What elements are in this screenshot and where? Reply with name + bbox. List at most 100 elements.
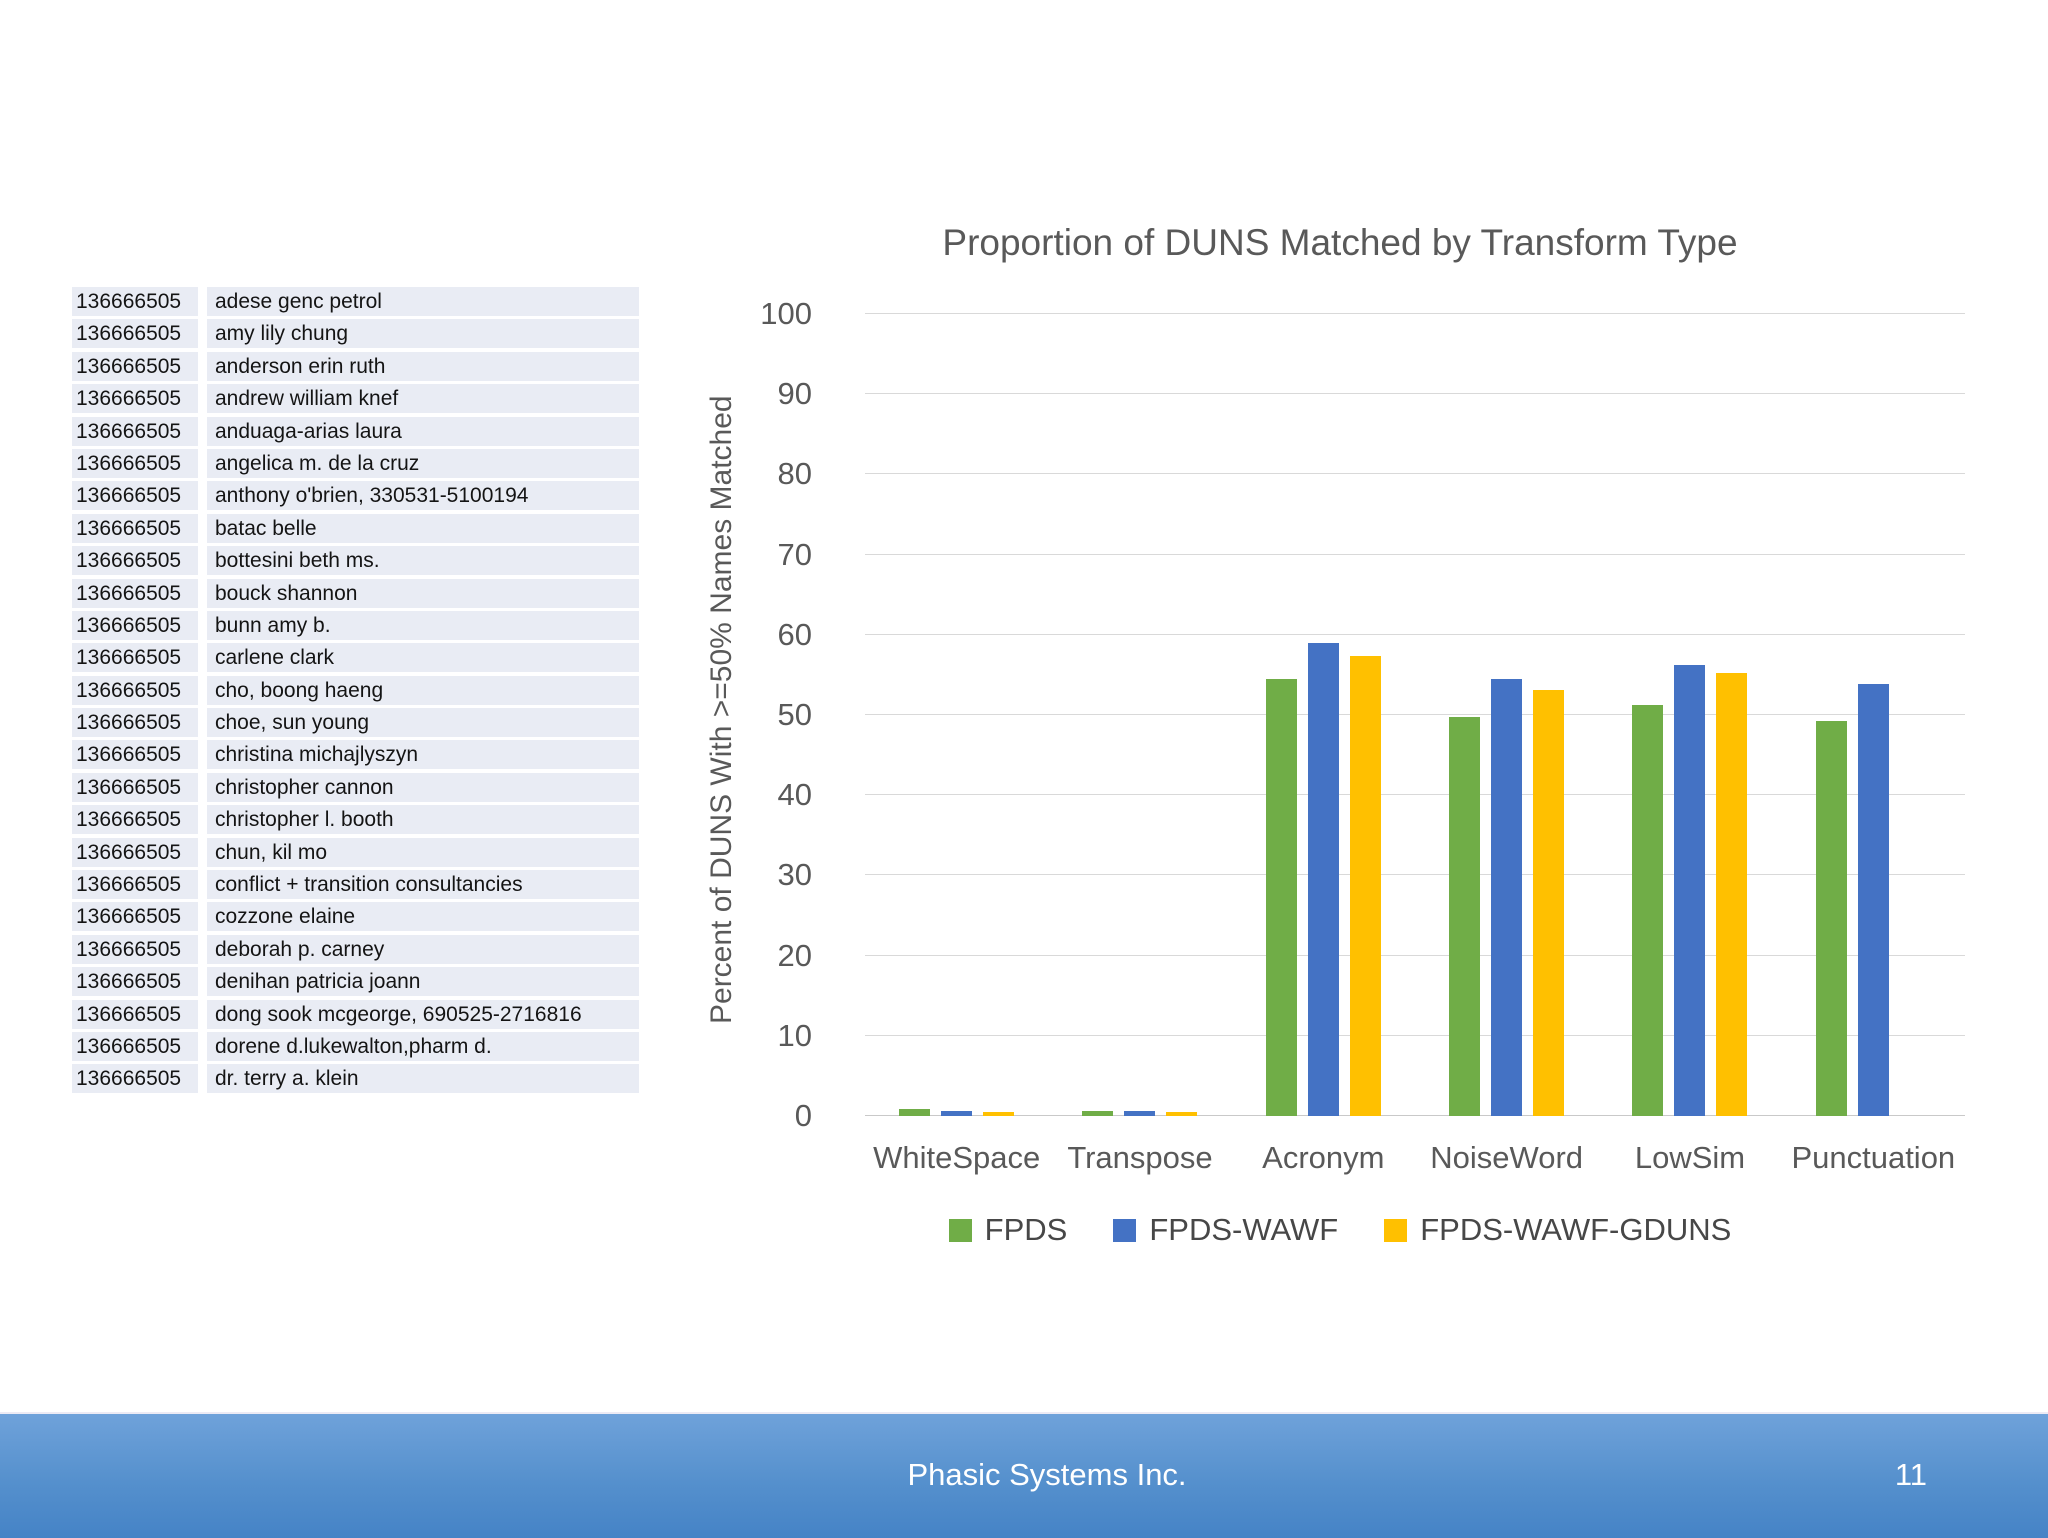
bar-group-lowsim [1598,314,1781,1116]
name-cell: bottesini beth ms. [207,546,639,576]
legend-label: FPDS-WAWF [1149,1212,1339,1247]
name-cell: deborah p. carney [207,934,639,964]
bar-group-transpose [1048,314,1231,1116]
gridline [865,553,1965,555]
duns-cell: 136666505 [72,351,198,381]
y-axis-labels: 0 10 20 30 40 50 60 70 80 90 100 [700,296,830,1133]
duns-cell: 136666505 [72,448,198,478]
gridline [865,1034,1965,1036]
duns-cell: 136666505 [72,384,198,414]
footer-bar: Phasic Systems Inc. 11 [0,1412,2048,1538]
table-row: 136666505 denihan patricia joann [72,967,639,997]
duns-cell: 136666505 [72,999,198,1029]
duns-cell: 136666505 [72,578,198,608]
legend-item-fpds: FPDS [948,1212,1068,1248]
bar-fpds-wawf-noiseword [1491,678,1523,1116]
name-cell: anderson erin ruth [207,351,639,381]
bar-fpds-wawf-gduns-acronym [1349,655,1381,1116]
bar-fpds-punctuation [1815,720,1847,1116]
duns-cell: 136666505 [72,287,198,316]
gridline [865,954,1965,956]
gridline [865,1115,1965,1116]
duns-cell: 136666505 [72,1064,198,1094]
name-cell: dorene d.lukewalton,pharm d. [207,1031,639,1061]
table-row: 136666505 amy lily chung [72,319,639,349]
y-tick-label: 100 [760,296,812,331]
table-row: 136666505 choe, sun young [72,708,639,738]
gridline [865,794,1965,796]
y-tick-label: 20 [777,937,812,973]
footer-page-number: 11 [1894,1457,1927,1492]
legend-swatch [948,1218,972,1242]
duns-cell: 136666505 [72,837,198,867]
table-row: 136666505 dorene d.lukewalton,pharm d. [72,1031,639,1061]
bar-fpds-wawf-gduns-lowsim [1716,672,1748,1116]
y-tick-label: 80 [777,456,812,492]
table-row: 136666505 anthony o'brien, 330531-5100194 [72,481,639,511]
legend-item-fpds-wawf: FPDS-WAWF [1113,1212,1338,1248]
x-tick-label: NoiseWord [1430,1140,1584,1175]
gridline [865,393,1965,395]
table-row: 136666505 angelica m. de la cruz [72,448,639,478]
duns-cell: 136666505 [72,772,198,802]
table-row: 136666505 bouck shannon [72,578,639,608]
x-tick-label: Transpose [1067,1140,1213,1175]
table-row: 136666505 chun, kil mo [72,837,639,867]
gridline [865,633,1965,635]
duns-cell: 136666505 [72,513,198,543]
bar-fpds-wawf-acronym [1307,642,1339,1116]
name-cell: angelica m. de la cruz [207,448,639,478]
gridline [865,313,1965,314]
table-row: 136666505 andrew william knef [72,384,639,414]
duns-table: 136666505 adese genc petrol 136666505 amy l… [72,287,639,1097]
bar-fpds-acronym [1265,678,1297,1116]
name-cell: christopher l. booth [207,805,639,835]
y-tick-label: 90 [777,376,812,412]
chart-legend: FPDS FPDS-WAWF FPDS-WAWF-GDUNS [780,1212,1900,1248]
name-cell: adese genc petrol [207,287,639,316]
duns-cell: 136666505 [72,870,198,900]
table-row: 136666505 adese genc petrol [72,287,639,316]
bar-fpds-wawf-transpose [1124,1111,1156,1116]
duns-cell: 136666505 [72,1031,198,1061]
bar-fpds-wawf-gduns-whitespace [983,1112,1015,1116]
duns-cell: 136666505 [72,967,198,997]
chart-title: Proportion of DUNS Matched by Transform … [942,222,1738,263]
x-tick-label: LowSim [1634,1140,1746,1175]
legend-label: FPDS-WAWF-GDUNS [1420,1212,1732,1247]
y-tick-label: 0 [794,1098,812,1133]
y-tick-label: 40 [777,777,812,813]
name-cell: dong sook mcgeorge, 690525-2716816 [207,999,639,1029]
duns-cell: 136666505 [72,610,198,640]
x-axis-labels: WhiteSpace Transpose Acronym NoiseWord LowSi… [865,1140,1965,1176]
duns-cell: 136666505 [72,934,198,964]
bar-fpds-whitespace [899,1108,931,1116]
table-row: 136666505 christina michajlyszyn [72,740,639,770]
x-tick-label: Acronym [1262,1140,1385,1175]
duns-cell: 136666505 [72,740,198,770]
name-cell: andrew william knef [207,384,639,414]
table-row: 136666505 christopher l. booth [72,805,639,835]
name-cell: amy lily chung [207,319,639,349]
name-cell: carlene clark [207,643,639,673]
duns-cell: 136666505 [72,902,198,932]
name-cell: denihan patricia joann [207,967,639,997]
table-row: 136666505 deborah p. carney [72,934,639,964]
duns-cell: 136666505 [72,805,198,835]
name-cell: christina michajlyszyn [207,740,639,770]
table-row: 136666505 cozzone elaine [72,902,639,932]
bar-fpds-wawf-whitespace [941,1111,973,1116]
name-cell: dr. terry a. klein [207,1064,639,1094]
name-cell: bunn amy b. [207,610,639,640]
name-cell: christopher cannon [207,772,639,802]
table-row: 136666505 anduaga-arias laura [72,416,639,446]
legend-label: FPDS [984,1212,1068,1247]
duns-cell: 136666505 [72,481,198,511]
table-row: 136666505 batac belle [72,513,639,543]
name-cell: anduaga-arias laura [207,416,639,446]
duns-cell: 136666505 [72,546,198,576]
footer-company: Phasic Systems Inc. [907,1457,1187,1492]
name-cell: cho, boong haeng [207,675,639,705]
table-row: 136666505 bunn amy b. [72,610,639,640]
y-tick-label: 70 [777,536,812,572]
